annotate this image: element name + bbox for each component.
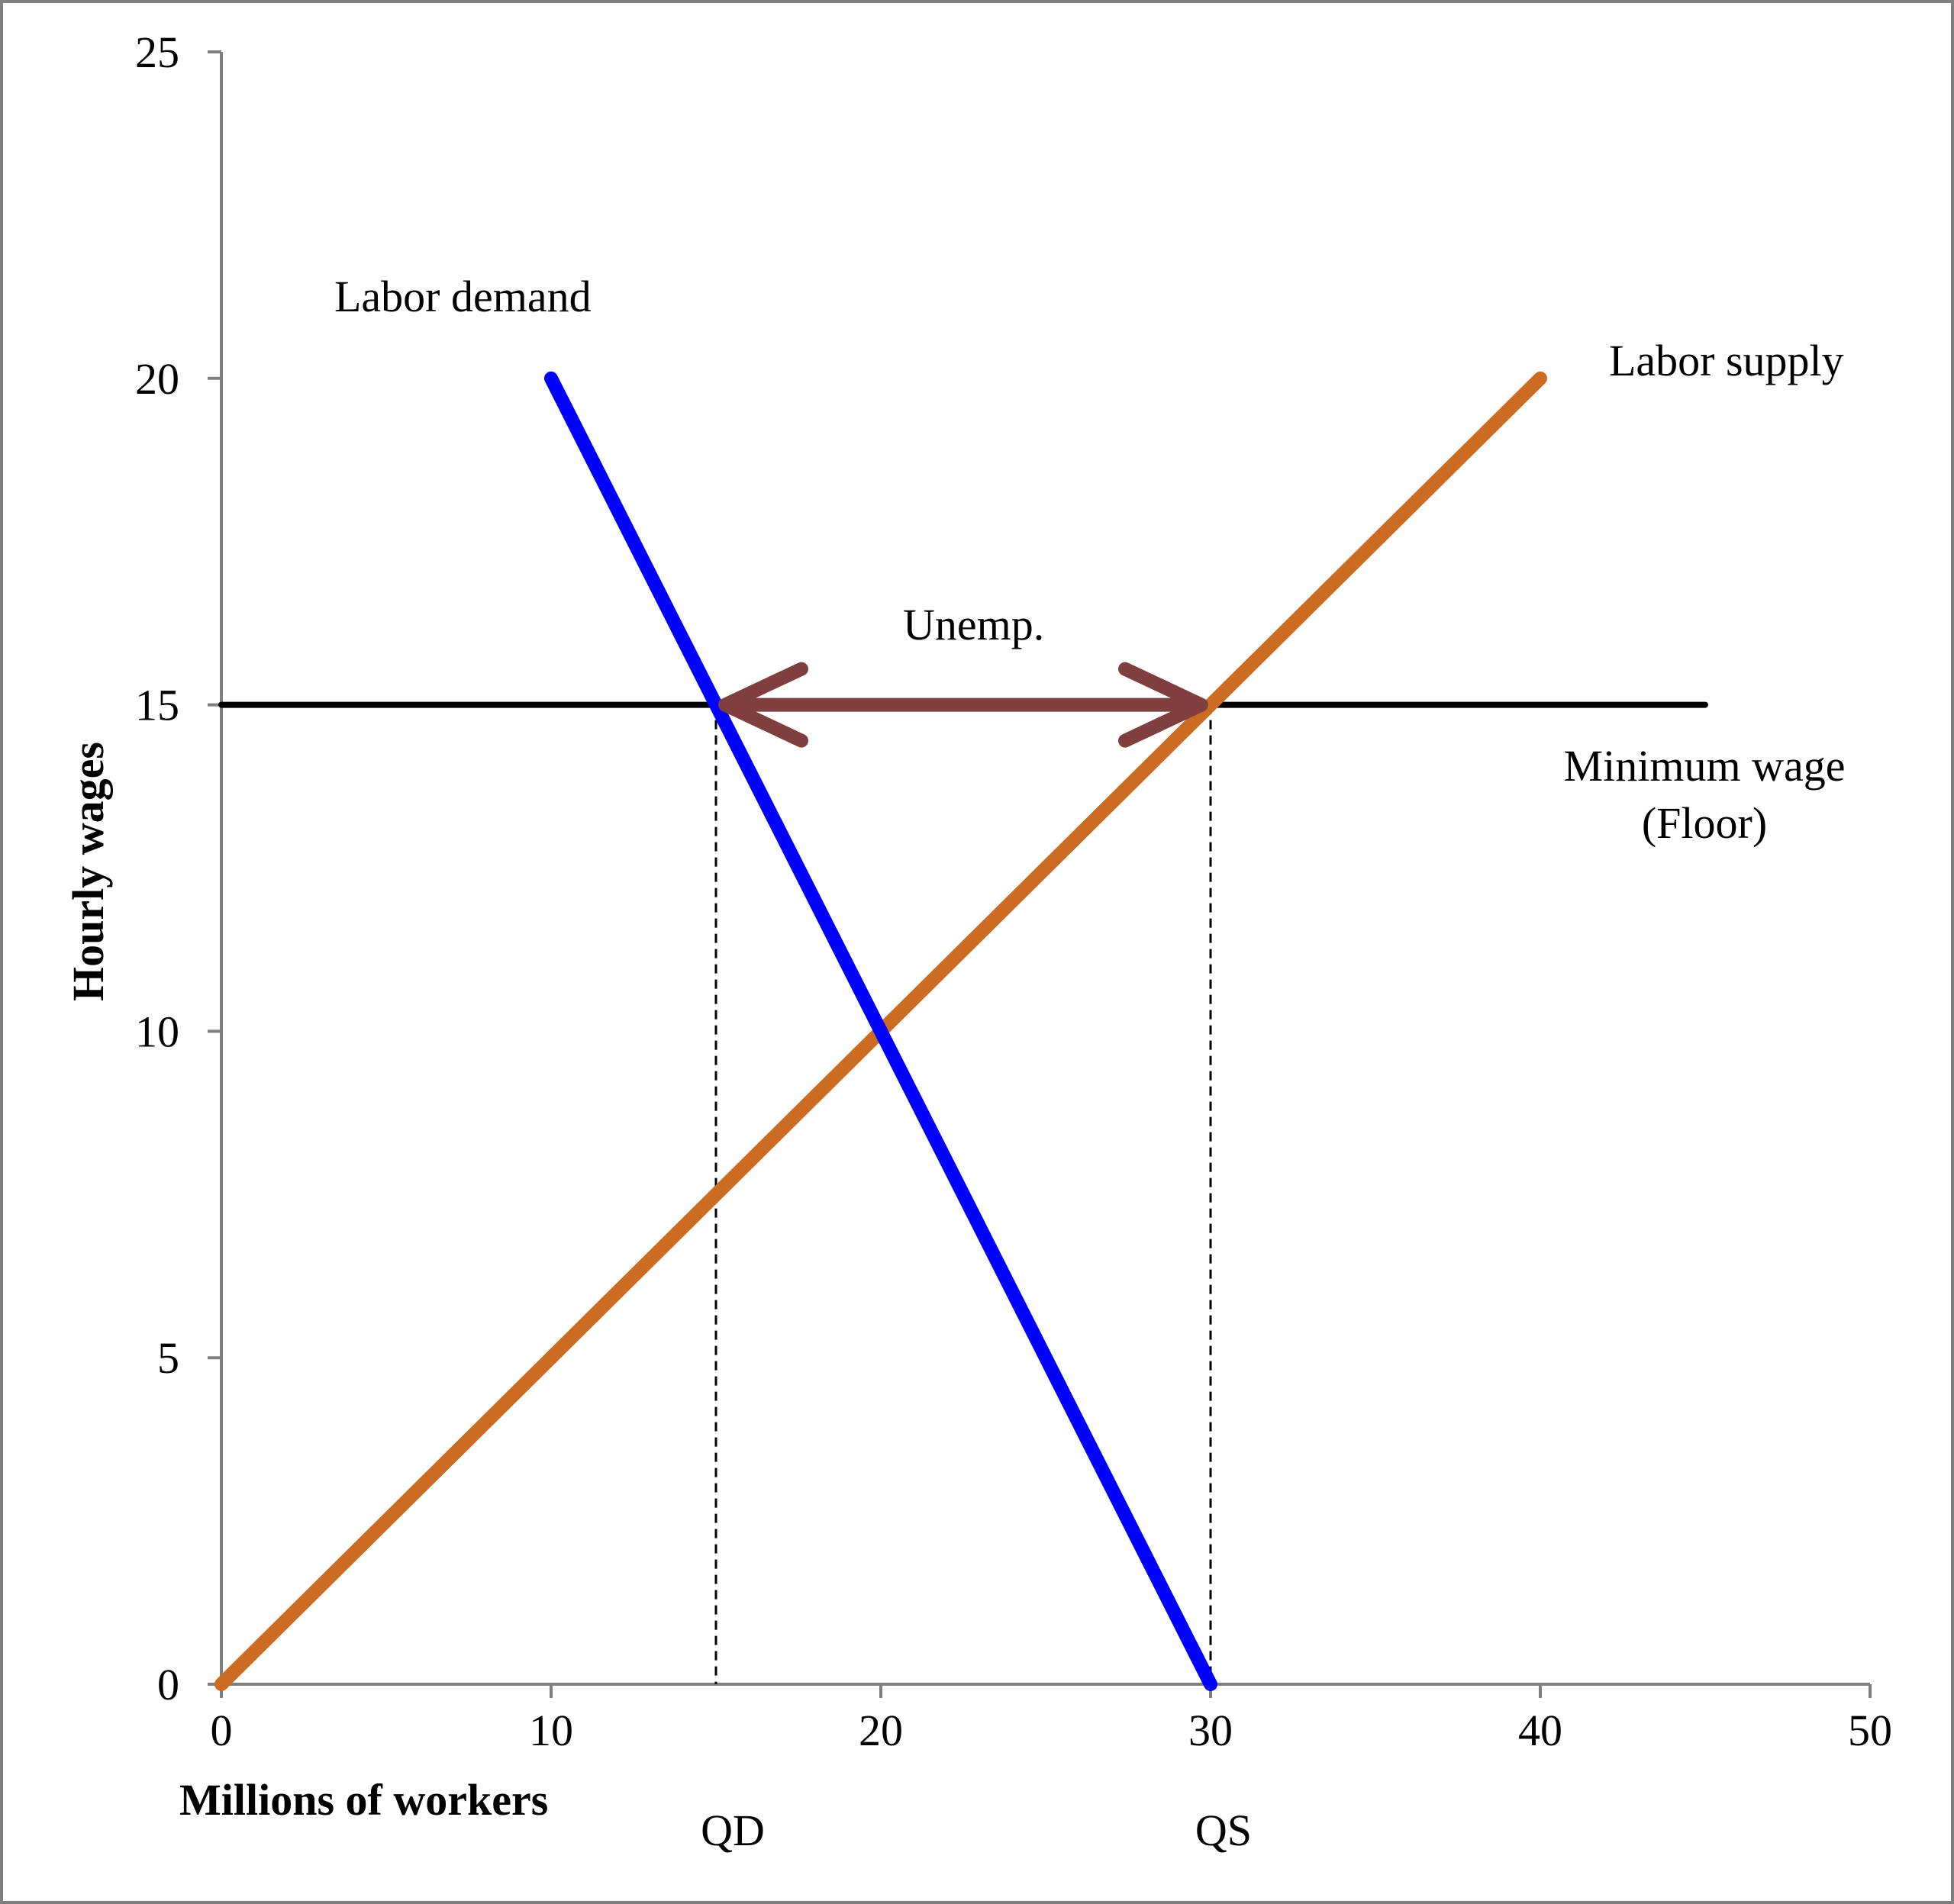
y-tick-label: 0	[157, 1660, 179, 1709]
labor-demand-label: Labor demand	[334, 272, 592, 321]
x-tick-label: 40	[1518, 1706, 1562, 1755]
x-tick-label: 10	[529, 1706, 573, 1755]
x-tick-label: 30	[1188, 1706, 1233, 1755]
qd-label: QD	[701, 1806, 765, 1855]
x-axis-title: Millions of workers	[179, 1775, 548, 1825]
x-tick-label: 50	[1848, 1706, 1892, 1755]
y-tick-label: 5	[157, 1333, 179, 1383]
unemployment-arrow	[718, 662, 1208, 748]
y-tick-label: 15	[135, 681, 179, 730]
y-tick-label: 10	[135, 1007, 179, 1056]
y-tick-label: 20	[135, 354, 179, 404]
qs-label: QS	[1195, 1806, 1252, 1855]
minimum-wage-label: Minimum wage	[1564, 741, 1846, 791]
y-tick-label: 25	[135, 27, 179, 77]
arrow-head-right	[1118, 662, 1208, 748]
y-axis-title: Hourly wages	[63, 742, 113, 1001]
floor-label: (Floor)	[1642, 798, 1767, 848]
ticks: 0 10 20 30 40 50 0 5 10 15 20 25	[135, 27, 1892, 1755]
arrow-head-left	[718, 662, 808, 748]
labor-demand-line	[544, 371, 1217, 1691]
axes	[220, 52, 1870, 1686]
x-tick-label: 0	[211, 1706, 233, 1755]
x-tick-label: 20	[859, 1706, 903, 1755]
series-layer	[214, 371, 1708, 1691]
labor-supply-label: Labor supply	[1609, 336, 1844, 385]
unemployment-label: Unemp.	[903, 600, 1044, 649]
